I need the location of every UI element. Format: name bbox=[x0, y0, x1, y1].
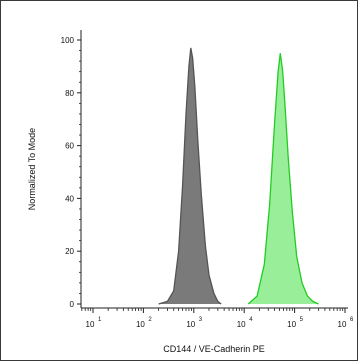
x-tick-exponent: 5 bbox=[300, 317, 304, 323]
x-tick-label: 10 bbox=[86, 320, 95, 329]
x-tick-exponent: 1 bbox=[98, 317, 102, 323]
histogram-fill-0 bbox=[158, 47, 222, 305]
y-axis-title: Normalized To Mode bbox=[27, 128, 37, 210]
y-tick-label: 20 bbox=[65, 247, 74, 256]
y-tick-label: 60 bbox=[65, 142, 74, 151]
x-tick-label: 10 bbox=[338, 320, 347, 329]
x-tick-label: 10 bbox=[287, 320, 296, 329]
x-axis-title: CD144 / VE-Cadherin PE bbox=[163, 344, 265, 354]
axes bbox=[80, 30, 348, 309]
x-tick-label: 10 bbox=[186, 320, 195, 329]
y-tick-label: 80 bbox=[65, 89, 74, 98]
x-tick-label: 10 bbox=[237, 320, 246, 329]
x-tick-label: 10 bbox=[136, 320, 145, 329]
y-tick-label: 0 bbox=[70, 300, 75, 309]
y-tick-label: 40 bbox=[65, 194, 74, 203]
x-tick-exponent: 3 bbox=[199, 317, 203, 323]
x-tick-exponent: 4 bbox=[249, 317, 253, 323]
x-tick-exponent: 2 bbox=[148, 317, 152, 323]
y-tick-label: 100 bbox=[61, 36, 75, 45]
x-tick-exponent: 6 bbox=[350, 317, 354, 323]
histogram-fill-1 bbox=[248, 53, 319, 305]
plot-area bbox=[158, 47, 319, 305]
histogram-outline-0 bbox=[158, 47, 222, 305]
histogram-outline-1 bbox=[247, 53, 319, 305]
